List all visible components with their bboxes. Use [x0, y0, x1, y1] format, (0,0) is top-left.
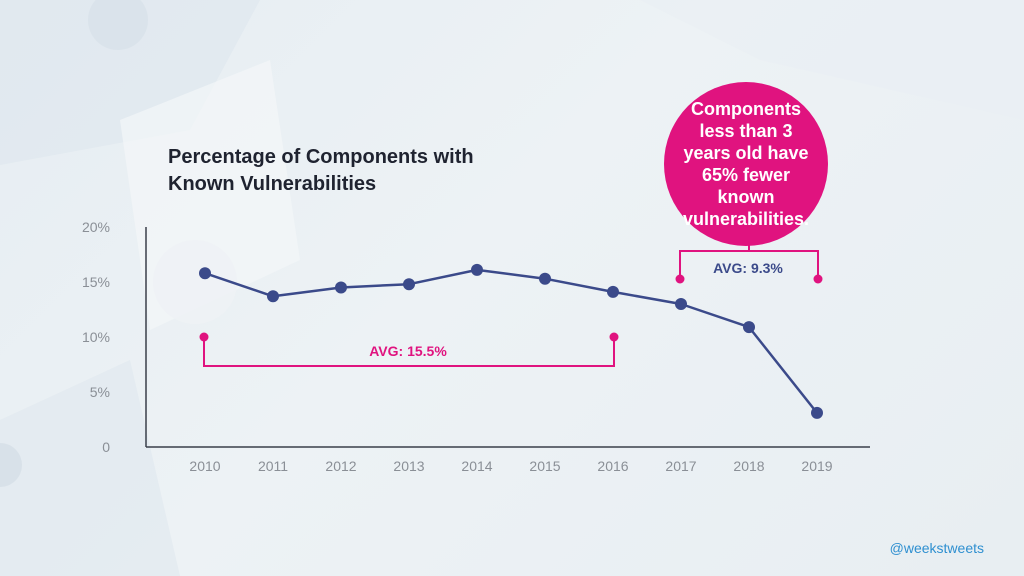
- chart-title: Percentage of Components with Known Vuln…: [168, 146, 474, 195]
- data-point: [403, 278, 415, 291]
- y-tick-label: 10%: [82, 329, 110, 345]
- x-tick-label: 2016: [597, 458, 628, 474]
- data-point: [675, 298, 687, 310]
- x-tick-label: 2017: [665, 458, 696, 474]
- x-tick-label: 2010: [189, 458, 220, 474]
- avg-bracket: [203, 337, 615, 367]
- y-tick-label: 20%: [82, 219, 110, 235]
- y-tick-label: 15%: [82, 274, 110, 290]
- avg-label: AVG: 15.5%: [369, 343, 447, 359]
- x-tick-label: 2012: [325, 458, 356, 474]
- x-tick-label: 2019: [801, 458, 832, 474]
- y-tick-label: 5%: [90, 384, 110, 400]
- bracket-end-dot: [813, 274, 823, 284]
- callout-text: Components less than 3 years old have 65…: [682, 99, 810, 229]
- data-point: [471, 263, 483, 276]
- x-tick-label: 2011: [258, 458, 288, 474]
- x-tick-label: 2015: [529, 458, 560, 474]
- x-tick-label: 2013: [393, 458, 424, 474]
- data-point: [811, 406, 823, 419]
- bracket-end-dot: [199, 332, 209, 342]
- data-point: [335, 281, 347, 294]
- data-point: [199, 267, 211, 280]
- data-point: [267, 290, 279, 303]
- bracket-end-dot: [675, 274, 685, 284]
- bracket-end-dot: [609, 332, 619, 342]
- twitter-handle[interactable]: @weekstweets: [889, 540, 984, 556]
- y-tick-label: 0: [102, 439, 110, 455]
- avg-label: AVG: 9.3%: [713, 260, 783, 276]
- series-line: [204, 268, 818, 414]
- data-point: [743, 321, 755, 334]
- data-point: [607, 285, 619, 298]
- callout-bubble: Components less than 3 years old have 65…: [664, 82, 828, 246]
- x-tick-label: 2018: [733, 458, 764, 474]
- x-tick-label: 2014: [461, 458, 492, 474]
- data-point: [539, 272, 551, 285]
